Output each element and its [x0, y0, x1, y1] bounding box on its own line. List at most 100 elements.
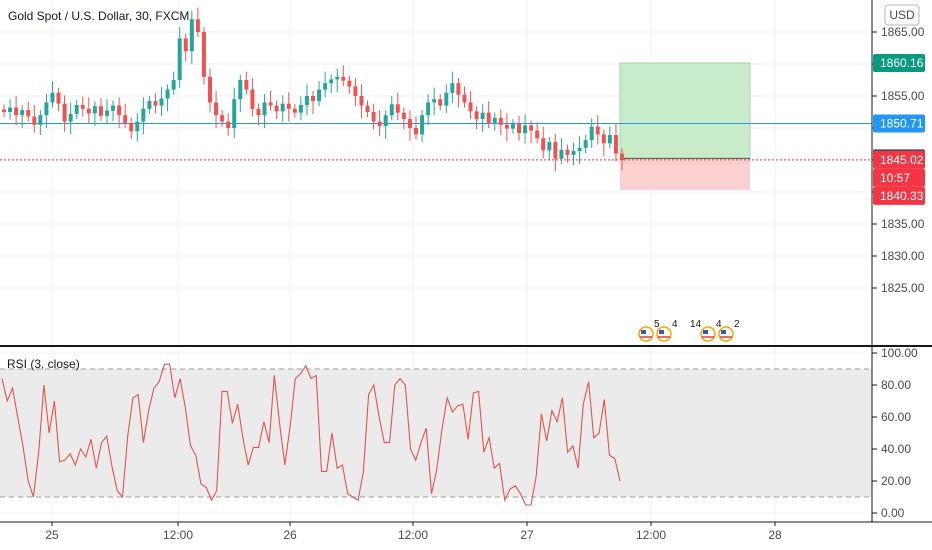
candle-body	[389, 104, 394, 116]
us-flag-icon	[703, 330, 708, 334]
rsi-label[interactable]: RSI (3, close)	[7, 357, 80, 371]
candle-body	[571, 151, 576, 155]
time-axis-ticks: 25 12:00 26 12:00 27 12:00 28	[45, 522, 782, 542]
currency-button[interactable]: USD	[884, 4, 920, 26]
countdown-tag-label: 10:57	[880, 171, 910, 185]
stop-price-tag	[873, 186, 925, 205]
time-tick-label: 25	[45, 528, 59, 542]
candle-body	[359, 96, 364, 106]
candle-body	[244, 80, 249, 90]
candle-body	[504, 124, 509, 129]
candle-body	[510, 124, 515, 129]
candle-body	[395, 104, 400, 113]
time-tick-label: 12:00	[398, 528, 428, 542]
candle-body	[456, 83, 461, 95]
candle-body	[523, 125, 528, 134]
profit-zone[interactable]	[619, 62, 751, 159]
candle-body	[129, 122, 134, 132]
loss-zone[interactable]	[620, 158, 750, 190]
candle-body	[438, 99, 443, 106]
candle-body	[468, 102, 473, 112]
candle-body	[117, 105, 122, 116]
candle-body	[189, 19, 194, 52]
candle-body	[92, 106, 97, 114]
rsi-tick-label: 60.00	[881, 410, 911, 424]
candle-body	[80, 104, 85, 109]
price-tick-label: 1855.00	[881, 89, 925, 103]
candle-body	[250, 89, 255, 109]
candle-body	[407, 119, 412, 128]
time-tick-label: 26	[283, 528, 297, 542]
candle-body	[238, 80, 243, 100]
candle-body	[38, 115, 43, 125]
candle-body	[262, 102, 267, 116]
candle-body	[274, 105, 279, 112]
candle-body	[329, 79, 334, 84]
long-position-tool[interactable]	[619, 62, 751, 190]
candle-body	[450, 83, 455, 93]
candle-body	[214, 102, 219, 116]
candle-body	[286, 103, 291, 109]
candle-body	[559, 149, 564, 159]
candle-body	[201, 32, 206, 77]
time-axis[interactable]: 25 12:00 26 12:00 27 12:00 28	[0, 521, 932, 542]
candle-body	[304, 96, 309, 105]
candle-body	[480, 112, 485, 120]
price-tick-label: 1825.00	[881, 281, 925, 295]
candle-body	[135, 121, 140, 132]
target-price-tag	[873, 53, 925, 72]
candle-body	[462, 94, 467, 103]
candle-body	[68, 113, 73, 122]
candle-body	[105, 110, 109, 116]
symbol-title[interactable]: Gold Spot / U.S. Dollar, 30, FXCM	[8, 9, 189, 23]
candle-body	[535, 130, 540, 139]
candle-body	[347, 80, 352, 87]
candle-body	[208, 76, 212, 103]
candle-body	[553, 142, 558, 159]
blue-line-price-tag-label: 1850.71	[880, 116, 924, 130]
candle-body	[311, 96, 315, 102]
candle-body	[292, 108, 297, 113]
candle-body	[613, 135, 618, 154]
rsi-band-background	[0, 369, 872, 497]
event-count: 4	[716, 319, 722, 330]
candle-body	[414, 128, 418, 135]
economic-events[interactable]: 5 4 14 4 2	[638, 319, 740, 342]
candle-body	[298, 104, 303, 113]
candle-body	[268, 102, 273, 106]
last-price-tag	[873, 150, 925, 169]
rsi-tick-label: 0.00	[881, 506, 905, 520]
candle-body	[317, 89, 322, 102]
candle-body	[280, 103, 285, 112]
currency-button-label: USD	[889, 8, 915, 22]
candle-body	[86, 108, 91, 114]
candle-body	[159, 98, 164, 106]
candle-body	[589, 126, 594, 141]
candle-body	[256, 108, 261, 116]
candle-body	[26, 110, 31, 117]
candle-body	[14, 107, 19, 116]
rsi-axis-ticks: 100.00 80.00 60.00 40.00 20.00 0.00	[872, 346, 918, 520]
us-flag-icon	[659, 330, 664, 334]
candle-body	[565, 149, 570, 155]
event-count: 14	[690, 319, 702, 330]
candle-body	[341, 76, 346, 81]
candle-body	[426, 102, 431, 116]
candle-body	[8, 107, 13, 112]
time-tick-label: 28	[768, 528, 782, 542]
candle-body	[56, 92, 61, 104]
event-count: 5	[654, 319, 660, 330]
candle-body	[432, 99, 437, 103]
price-tick-label: 1830.00	[881, 249, 925, 263]
time-tick-label: 27	[520, 528, 534, 542]
candle-body	[353, 86, 358, 96]
last-price-tag-label: 1845.02	[880, 153, 924, 167]
price-axis[interactable]: 1865.001860.001855.001850.001845.001840.…	[871, 0, 925, 522]
candle-body	[20, 110, 25, 116]
candle-body	[498, 117, 503, 125]
candle-body	[529, 125, 534, 131]
candle-body	[383, 115, 388, 127]
time-tick-label: 12:00	[163, 528, 193, 542]
